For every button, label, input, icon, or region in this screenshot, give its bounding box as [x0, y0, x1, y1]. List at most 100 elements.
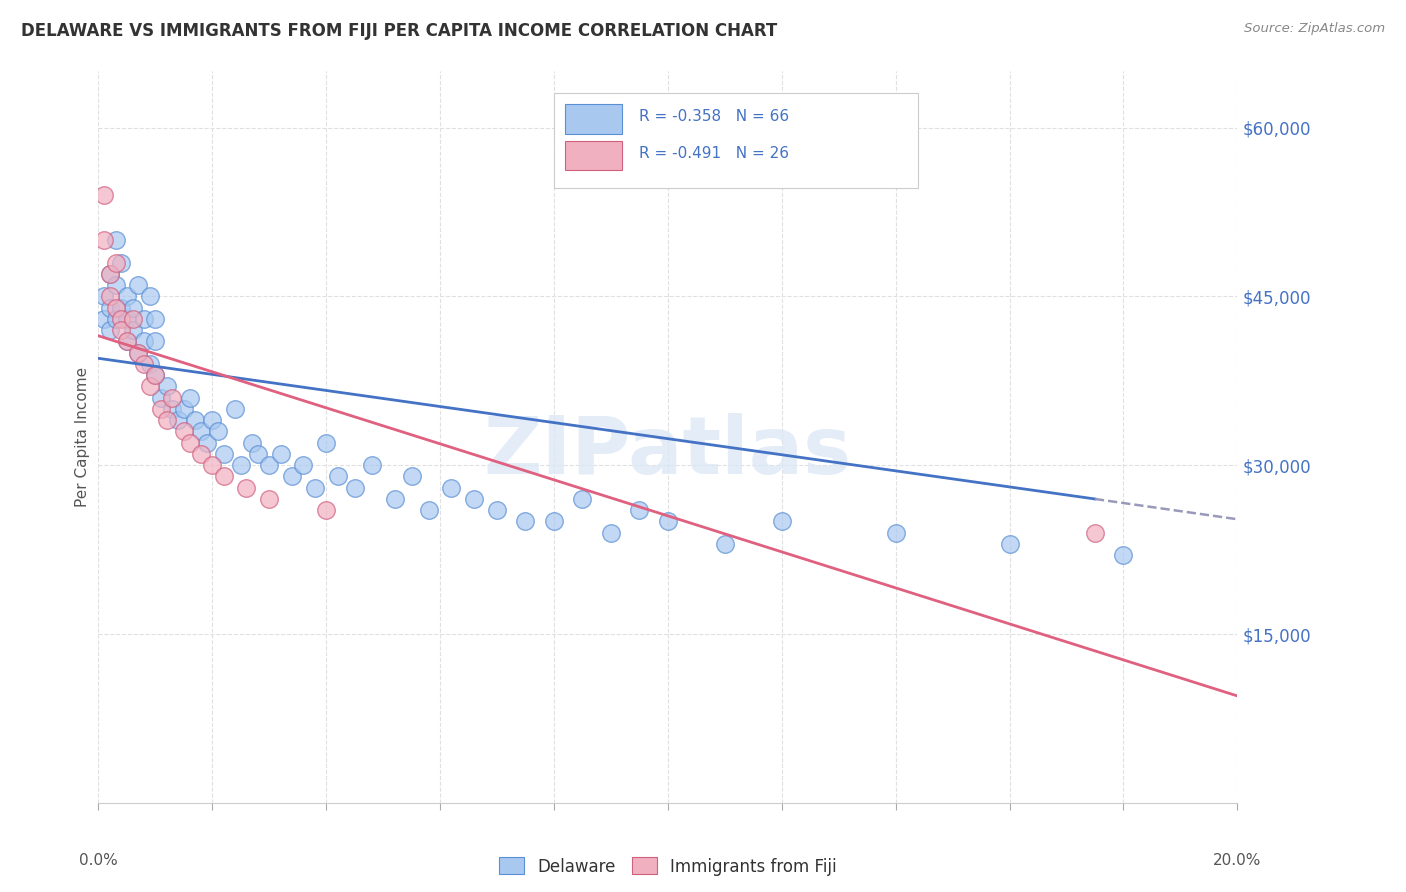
Point [115, 334, 138, 349]
Bar [565, 104, 623, 134]
Point [998, 537, 1021, 551]
Point [127, 345, 149, 359]
Point [167, 413, 190, 427]
Point [190, 447, 212, 461]
Point [360, 458, 382, 473]
Point [93, 233, 115, 247]
Point [98, 323, 121, 337]
Point [104, 255, 127, 269]
Point [93, 289, 115, 303]
Point [190, 425, 212, 439]
Point [150, 391, 173, 405]
Point [212, 447, 235, 461]
Point [270, 447, 292, 461]
Point [179, 391, 201, 405]
Point [110, 255, 132, 269]
Point [121, 323, 143, 337]
Point [418, 503, 440, 517]
Point [201, 413, 224, 427]
Point [138, 357, 160, 371]
Point [121, 301, 143, 315]
Point [207, 425, 229, 439]
Point [145, 312, 167, 326]
Point [401, 469, 423, 483]
Text: 0.0%: 0.0% [79, 854, 118, 869]
Point [173, 401, 195, 416]
Point [98, 267, 121, 281]
Bar [565, 141, 623, 170]
Point [93, 312, 115, 326]
Point [259, 491, 281, 506]
Point [440, 481, 463, 495]
Point [463, 491, 485, 506]
Point [195, 435, 218, 450]
Text: ZIPatlas: ZIPatlas [484, 413, 852, 491]
Point [1112, 548, 1135, 562]
Point [104, 301, 127, 315]
Point [132, 334, 155, 349]
Point [98, 301, 121, 315]
Point [110, 312, 132, 326]
Point [315, 435, 337, 450]
Point [292, 458, 315, 473]
Point [132, 312, 155, 326]
Point [571, 491, 593, 506]
Point [884, 525, 907, 540]
Point [246, 447, 269, 461]
Point [110, 301, 132, 315]
Point [145, 368, 167, 383]
Point [104, 278, 127, 293]
Point [162, 401, 184, 416]
Point [212, 469, 235, 483]
Point [235, 481, 257, 495]
Point [224, 401, 246, 416]
Point [184, 413, 207, 427]
Point [714, 537, 737, 551]
Point [132, 357, 155, 371]
Point [115, 312, 138, 326]
Point [145, 334, 167, 349]
Point [138, 379, 160, 393]
Legend: Delaware, Immigrants from Fiji: Delaware, Immigrants from Fiji [492, 851, 844, 882]
FancyBboxPatch shape [554, 94, 918, 188]
Point [281, 469, 304, 483]
Point [179, 435, 201, 450]
Point [315, 503, 337, 517]
Point [156, 379, 179, 393]
Text: DELAWARE VS IMMIGRANTS FROM FIJI PER CAPITA INCOME CORRELATION CHART: DELAWARE VS IMMIGRANTS FROM FIJI PER CAP… [21, 22, 778, 40]
Point [150, 401, 173, 416]
Point [486, 503, 509, 517]
Point [326, 469, 349, 483]
Point [229, 458, 252, 473]
Point [110, 323, 132, 337]
Point [115, 334, 138, 349]
Point [259, 458, 281, 473]
Point [127, 345, 149, 359]
Point [173, 425, 195, 439]
Point [628, 503, 651, 517]
Text: Source: ZipAtlas.com: Source: ZipAtlas.com [1244, 22, 1385, 36]
Text: R = -0.358   N = 66: R = -0.358 N = 66 [640, 109, 790, 124]
Point [384, 491, 406, 506]
Y-axis label: Per Capita Income: Per Capita Income [75, 367, 90, 508]
Point [657, 515, 679, 529]
Point [1084, 525, 1107, 540]
Point [121, 312, 143, 326]
Point [515, 515, 537, 529]
Point [98, 267, 121, 281]
Point [93, 188, 115, 202]
Point [600, 525, 623, 540]
Point [156, 413, 179, 427]
Text: R = -0.491   N = 26: R = -0.491 N = 26 [640, 145, 789, 161]
Point [98, 289, 121, 303]
Point [201, 458, 224, 473]
Point [145, 368, 167, 383]
Point [162, 391, 184, 405]
Point [770, 515, 793, 529]
Point [343, 481, 366, 495]
Point [104, 233, 127, 247]
Point [543, 515, 565, 529]
Text: 20.0%: 20.0% [1213, 854, 1261, 869]
Point [104, 312, 127, 326]
Point [127, 278, 149, 293]
